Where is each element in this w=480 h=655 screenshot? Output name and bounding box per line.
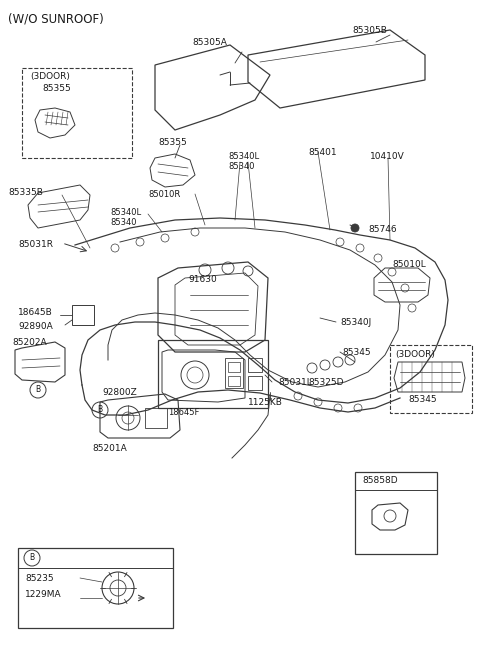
Text: 85335B: 85335B	[8, 188, 43, 197]
Text: 10410V: 10410V	[370, 152, 405, 161]
Text: 85340: 85340	[110, 218, 136, 227]
Text: 85235: 85235	[25, 574, 54, 583]
Text: 85201A: 85201A	[92, 444, 127, 453]
Bar	[72, 305, 94, 325]
Text: 92800Z: 92800Z	[102, 388, 137, 397]
Text: 85340L: 85340L	[110, 208, 141, 217]
Text: 85202A: 85202A	[12, 338, 47, 347]
Text: (3DOOR): (3DOOR)	[395, 350, 435, 359]
Text: 85401: 85401	[308, 148, 336, 157]
Text: 85340: 85340	[228, 162, 254, 171]
Text: 85746: 85746	[368, 225, 396, 234]
Bar	[228, 376, 240, 386]
Text: 85340J: 85340J	[340, 318, 371, 327]
Text: 18645F: 18645F	[168, 408, 199, 417]
Text: 85010R: 85010R	[148, 190, 180, 199]
Text: B: B	[29, 553, 35, 563]
Text: 85355: 85355	[42, 84, 71, 93]
Text: 85325D: 85325D	[308, 378, 344, 387]
Text: 1229MA: 1229MA	[25, 590, 61, 599]
Text: (3DOOR): (3DOOR)	[30, 72, 70, 81]
Bar	[248, 376, 262, 390]
Text: 85340L: 85340L	[228, 152, 259, 161]
Text: 1125KB: 1125KB	[248, 398, 283, 407]
Bar	[248, 358, 262, 372]
Bar	[228, 362, 240, 372]
Text: 85305A: 85305A	[192, 38, 227, 47]
Bar	[390, 345, 472, 413]
Text: B: B	[36, 386, 41, 394]
Circle shape	[351, 224, 359, 232]
Text: B: B	[97, 405, 103, 415]
Bar	[18, 548, 173, 628]
Text: 92890A: 92890A	[18, 322, 53, 331]
Text: 85031L: 85031L	[278, 378, 312, 387]
Text: (W/O SUNROOF): (W/O SUNROOF)	[8, 12, 104, 25]
Text: 85010L: 85010L	[392, 260, 426, 269]
Text: 91630: 91630	[188, 275, 217, 284]
Bar	[145, 408, 167, 428]
Bar	[225, 358, 243, 388]
Text: 85345: 85345	[408, 395, 437, 404]
Text: 85031R: 85031R	[18, 240, 53, 249]
Text: 85355: 85355	[158, 138, 187, 147]
Text: 18645B: 18645B	[18, 308, 53, 317]
Text: 85858D: 85858D	[362, 476, 397, 485]
Bar	[355, 472, 437, 554]
Text: 85305B: 85305B	[352, 26, 387, 35]
Text: 85345: 85345	[342, 348, 371, 357]
Bar	[22, 68, 132, 158]
